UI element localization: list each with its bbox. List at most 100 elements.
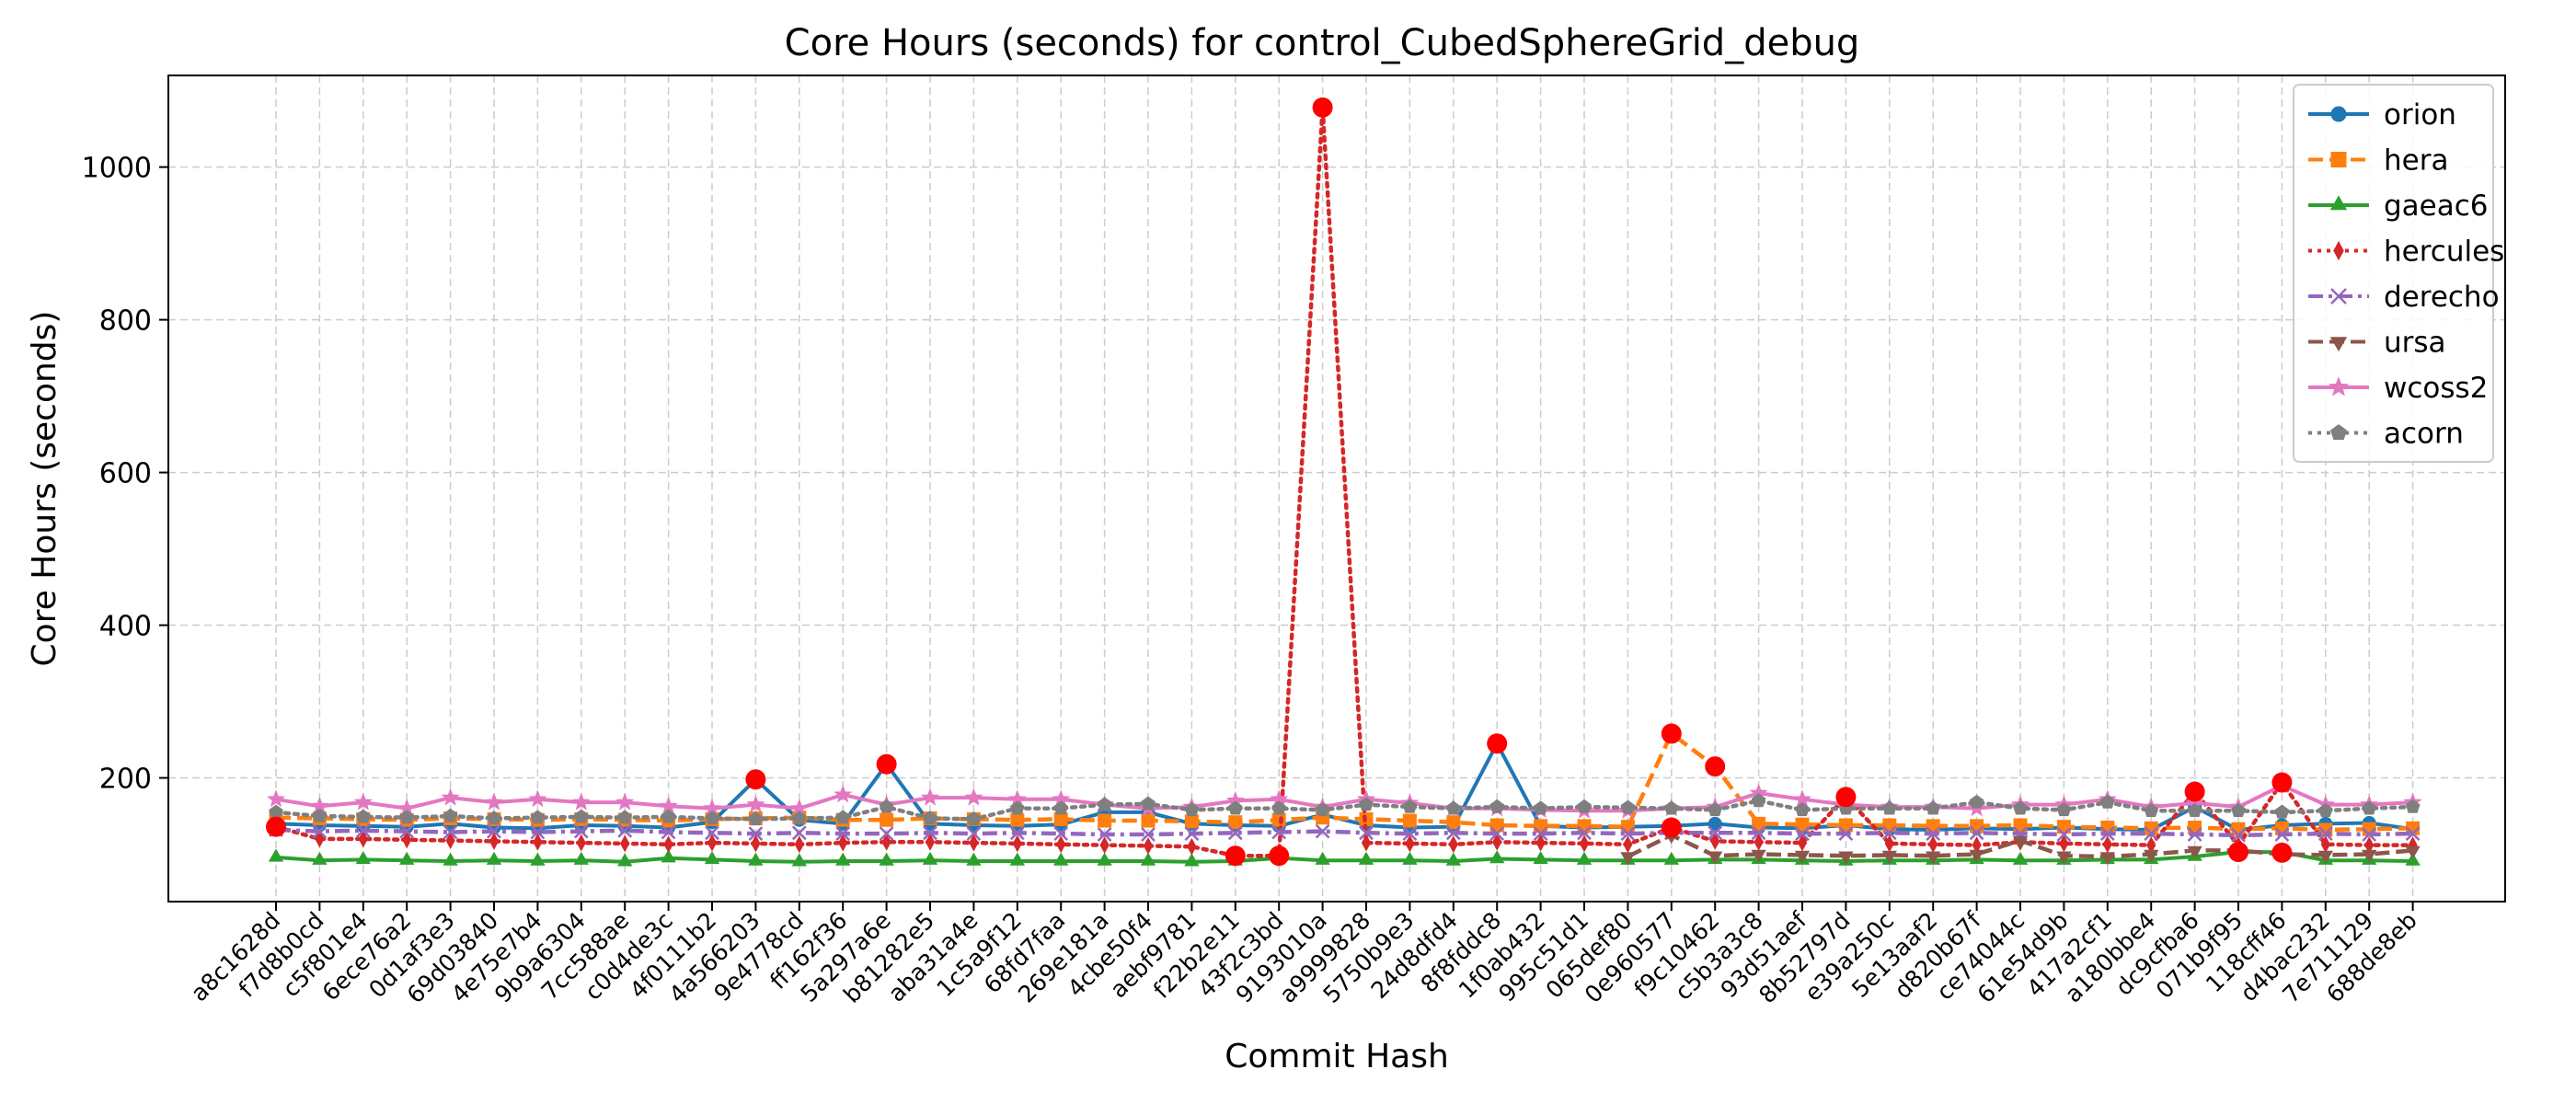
y-tick-label: 800 [99,305,152,338]
data-point-derecho [1620,826,1636,842]
data-point-gaeac6 [1402,851,1418,865]
legend-marker [2329,337,2348,352]
data-point-wcoss2 [484,792,504,811]
legend-entry-derecho: derecho [2308,281,2500,314]
data-point-derecho [966,826,982,842]
data-point-derecho [2056,827,2072,842]
data-point-acorn [1620,799,1636,814]
data-point-acorn [2274,804,2290,819]
data-point-hercules [1448,835,1458,854]
data-point-acorn [2099,794,2115,809]
data-point-derecho [879,826,894,842]
data-point-derecho [748,826,764,842]
data-point-acorn [355,809,371,823]
data-point-derecho [1359,825,1374,841]
data-point-acorn [2317,802,2333,817]
series-line-acorn [273,799,2415,822]
data-point-hercules [1579,834,1590,853]
data-point-hera [1620,820,1635,834]
data-point-acorn [617,810,633,824]
data-point-derecho [1227,825,1243,841]
data-point-derecho [2362,827,2377,842]
data-point-hera [1795,817,1810,832]
data-point-derecho [1795,826,1810,842]
data-point-hera [1970,819,1984,834]
data-point-hera [1184,814,1199,829]
data-point-orion [1708,816,1722,831]
data-point-ursa [2099,852,2115,866]
data-point-hera [1010,812,1025,827]
data-point-acorn [1359,797,1374,811]
data-point-gaeac6 [268,848,284,862]
legend-label: acorn [2384,418,2464,451]
highlight-point [1269,845,1290,867]
data-point-derecho [2144,826,2159,842]
data-point-gaeac6 [1358,851,1374,865]
highlight-point [1661,817,1682,838]
data-point-wcoss2 [746,795,765,813]
legend-marker [2329,195,2348,211]
series-line-wcoss2 [275,783,2413,813]
data-point-hercules [1187,837,1197,856]
data-point-hera [1098,813,1112,828]
data-point-gaeac6 [1009,852,1025,866]
data-point-derecho [1708,825,1723,841]
data-point-derecho [1881,825,1897,841]
legend-label: derecho [2384,281,2500,314]
data-point-gaeac6 [573,851,589,865]
data-point-hercules [838,834,848,852]
data-point-derecho [1445,825,1461,841]
data-point-hercules [751,834,761,853]
data-point-hercules [358,830,368,848]
legend-box [2293,84,2494,463]
data-point-hercules [1056,835,1066,854]
data-point-gaeac6 [312,851,328,865]
data-point-gaeac6 [879,852,894,866]
data-point-derecho [2231,827,2246,843]
data-point-acorn [2362,800,2377,815]
data-point-hera [2188,820,2202,834]
data-point-derecho [2099,826,2115,842]
data-point-acorn [1663,800,1679,815]
data-point-gaeac6 [399,851,415,865]
legend-entry-hera: hera [2308,144,2448,178]
highlight-point [1661,723,1682,744]
data-point-ursa [1926,851,1941,865]
data-point-acorn [1097,797,1112,811]
data-point-gaeac6 [355,851,371,865]
x-axis-label: Commit Hash [1225,1038,1449,1075]
data-point-derecho [2274,827,2290,842]
data-point-derecho [1315,823,1330,839]
data-point-acorn [2056,802,2072,817]
legend-entry-ursa: ursa [2308,327,2446,360]
data-point-ursa [1751,849,1766,863]
legend-marker [2330,152,2347,167]
legend-label: gaeac6 [2384,190,2489,223]
data-point-hercules [445,832,455,850]
data-point-acorn [2405,799,2421,813]
data-point-acorn [966,811,982,826]
data-point-hercules [1012,834,1022,853]
data-point-acorn [835,810,851,824]
data-point-hercules [925,833,936,851]
plot-area-frame [167,75,2506,903]
data-point-hercules [402,831,412,849]
data-point-ursa [2012,835,2029,849]
data-point-gaeac6 [661,849,676,863]
data-point-derecho [1926,826,1941,842]
data-point-hercules [2059,834,2069,853]
data-point-derecho [617,822,633,838]
data-point-derecho [312,823,328,839]
data-point-hercules [1405,834,1415,853]
data-point-hera [1141,813,1156,828]
data-point-hercules [1710,832,1720,850]
data-point-derecho [791,825,807,841]
data-point-derecho [1533,826,1548,842]
data-point-hercules [576,834,586,852]
grid [168,75,2505,902]
highlight-point [1225,845,1246,867]
data-point-hercules [1492,833,1502,851]
data-point-gaeac6 [1053,852,1069,866]
data-point-hera [880,812,894,827]
data-point-gaeac6 [617,853,633,867]
